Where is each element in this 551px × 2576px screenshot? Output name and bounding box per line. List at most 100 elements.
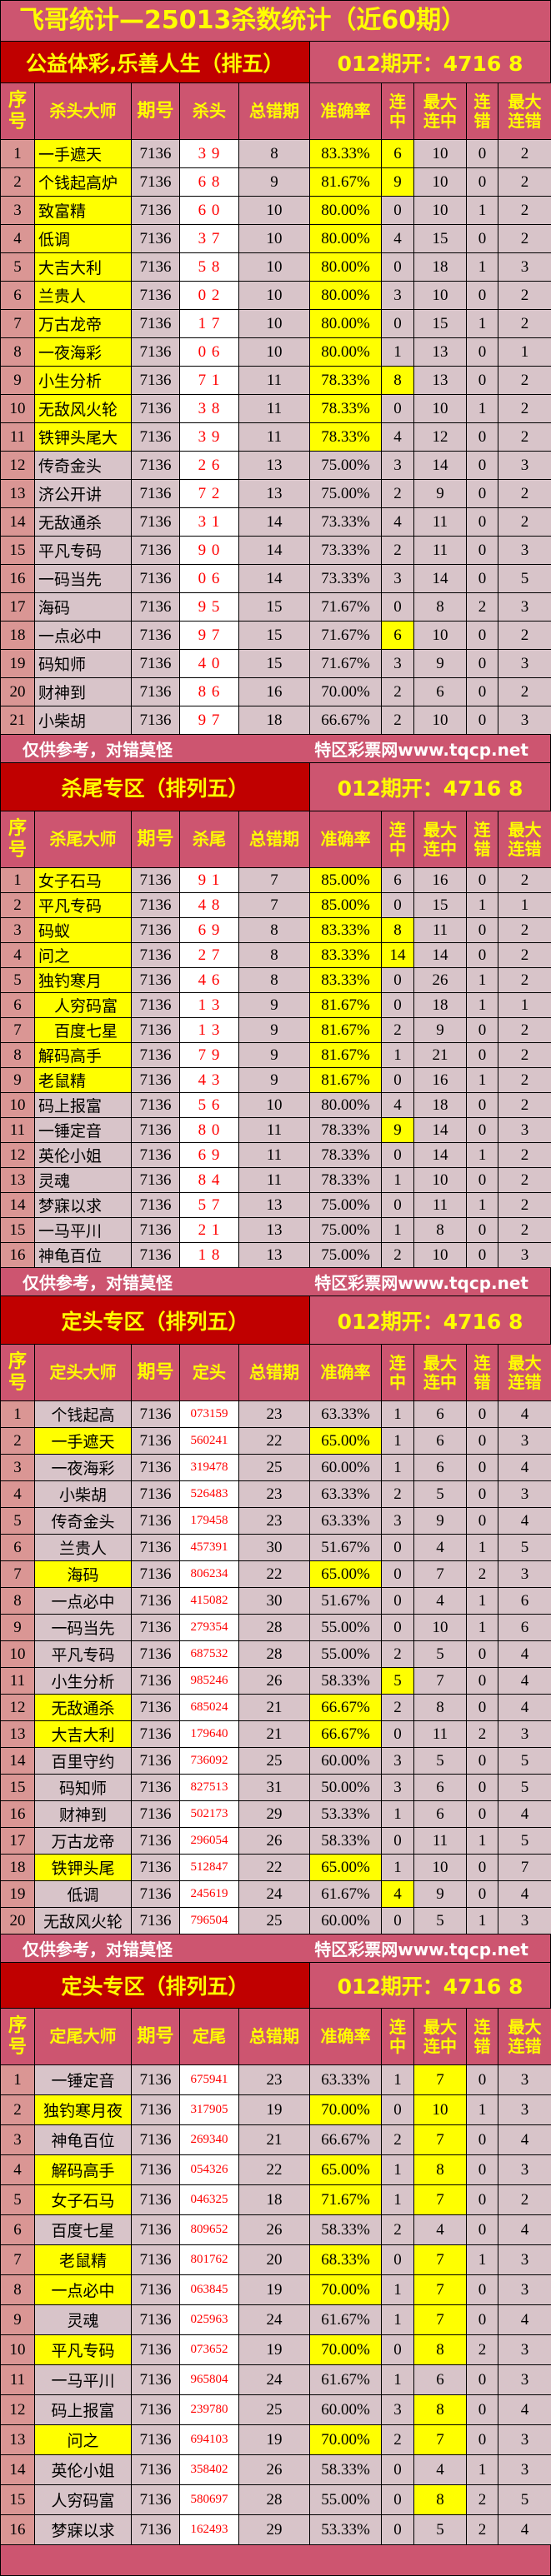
cell-total-errors: 15 [239, 622, 310, 650]
cell-win-streak: 1 [382, 1168, 414, 1193]
cell-win-streak: 4 [382, 225, 414, 253]
cell-miss-streak: 0 [467, 565, 498, 593]
column-header-total-errors: 总错期 [239, 1345, 310, 1401]
cell-max-miss-streak: 2 [498, 168, 551, 197]
cell-total-errors: 30 [239, 1535, 310, 1561]
cell-miss-streak: 1 [467, 1143, 498, 1168]
column-header-win-streak: 连中 [382, 83, 414, 140]
cell-max-miss-streak: 2 [498, 943, 551, 968]
cell-max-miss-streak: 2 [498, 225, 551, 253]
cell-period: 7136 [132, 565, 180, 593]
cell-master-name: 铁钾头尾 [35, 1855, 132, 1881]
cell-kill-number: 7 2 [180, 480, 239, 508]
cell-period: 7136 [132, 650, 180, 678]
column-header-period: 期号 [132, 83, 180, 140]
cell-max-win-streak: 9 [414, 1508, 467, 1535]
cell-period: 7136 [132, 2155, 180, 2185]
cell-master-name: 传奇金头 [35, 1508, 132, 1535]
cell-miss-streak: 0 [467, 1218, 498, 1243]
cell-period: 7136 [132, 1243, 180, 1268]
cell-total-errors: 11 [239, 1118, 310, 1143]
cell-index: 3 [1, 1455, 35, 1481]
cell-master-name: 女子石马 [35, 2185, 132, 2215]
cell-win-streak: 0 [382, 1615, 414, 1641]
cell-max-miss-streak: 2 [498, 1043, 551, 1068]
cell-kill-number: 8 4 [180, 1168, 239, 1193]
cell-max-win-streak: 7 [414, 2305, 467, 2335]
cell-index: 5 [1, 968, 35, 993]
cell-win-streak: 0 [382, 1828, 414, 1855]
cell-kill-number: 3 1 [180, 508, 239, 537]
section-banner: 定头专区（排列五） 012期开：4716 8 [0, 1296, 551, 1345]
cell-period: 7136 [132, 1588, 180, 1615]
cell-win-streak: 0 [382, 1068, 414, 1093]
cell-period: 7136 [132, 868, 180, 893]
cell-win-streak: 1 [382, 2065, 414, 2095]
cell-total-errors: 19 [239, 2425, 310, 2455]
cell-total-errors: 9 [239, 168, 310, 197]
cell-period: 7136 [132, 706, 180, 735]
cell-total-errors: 23 [239, 1401, 310, 1428]
cell-index: 15 [1, 2485, 35, 2515]
cell-total-errors: 21 [239, 1695, 310, 1721]
cell-win-streak: 3 [382, 1748, 414, 1775]
cell-index: 8 [1, 1043, 35, 1068]
cell-win-streak: 1 [382, 1218, 414, 1243]
cell-accuracy-rate: 55.00% [310, 1641, 382, 1668]
cell-accuracy-rate: 70.00% [310, 2275, 382, 2305]
cell-max-win-streak: 7 [414, 2125, 467, 2155]
cell-index: 13 [1, 1168, 35, 1193]
cell-period: 7136 [132, 2485, 180, 2515]
cell-max-win-streak: 10 [414, 140, 467, 168]
stats-table: 序号 定尾大师 期号 定尾 总错期 准确率 连中 最大连中 连错 最大连错 1 一锤定音 7136 675… [0, 2009, 551, 2545]
cell-master-name: 一锤定音 [35, 2065, 132, 2095]
cell-master-name: 一夜海彩 [35, 1455, 132, 1481]
cell-total-errors: 24 [239, 2305, 310, 2335]
cell-max-miss-streak: 3 [498, 2365, 551, 2395]
cell-index: 20 [1, 678, 35, 706]
cell-max-win-streak: 10 [414, 1168, 467, 1193]
cell-index: 15 [1, 537, 35, 565]
cell-max-miss-streak: 4 [498, 1508, 551, 1535]
cell-miss-streak: 0 [467, 2065, 498, 2095]
cell-win-streak: 0 [382, 253, 414, 282]
cell-max-miss-streak: 4 [498, 1801, 551, 1828]
cell-index: 11 [1, 1118, 35, 1143]
cell-miss-streak: 0 [467, 2125, 498, 2155]
column-header-index: 序号 [1, 1345, 35, 1401]
cell-kill-number: 4 0 [180, 650, 239, 678]
cell-kill-number: 580697 [180, 2485, 239, 2515]
cell-index: 10 [1, 1641, 35, 1668]
cell-period: 7136 [132, 1428, 180, 1455]
cell-accuracy-rate: 80.00% [310, 338, 382, 367]
cell-accuracy-rate: 81.67% [310, 993, 382, 1018]
cell-miss-streak: 2 [467, 2335, 498, 2365]
cell-miss-streak: 0 [467, 2425, 498, 2455]
cell-accuracy-rate: 63.33% [310, 1481, 382, 1508]
cell-master-name: 灵魂 [35, 1168, 132, 1193]
bottom-bar [0, 2545, 551, 2576]
cell-period: 7136 [132, 968, 180, 993]
cell-win-streak: 2 [382, 1641, 414, 1668]
cell-index: 12 [1, 452, 35, 480]
cell-max-miss-streak: 5 [498, 1828, 551, 1855]
cell-master-name: 一锤定音 [35, 1118, 132, 1143]
cell-max-win-streak: 10 [414, 1855, 467, 1881]
cell-max-win-streak: 9 [414, 1881, 467, 1908]
cell-miss-streak: 0 [467, 1428, 498, 1455]
cell-accuracy-rate: 80.00% [310, 1093, 382, 1118]
cell-total-errors: 25 [239, 1455, 310, 1481]
cell-max-miss-streak: 2 [498, 1068, 551, 1093]
cell-index: 11 [1, 2365, 35, 2395]
cell-win-streak: 6 [382, 622, 414, 650]
column-header-win-streak: 连中 [382, 1345, 414, 1401]
cell-accuracy-rate: 71.67% [310, 650, 382, 678]
cell-period: 7136 [132, 893, 180, 918]
cell-max-win-streak: 18 [414, 253, 467, 282]
cell-index: 2 [1, 893, 35, 918]
cell-max-miss-streak: 2 [498, 140, 551, 168]
cell-total-errors: 21 [239, 1721, 310, 1748]
cell-max-win-streak: 10 [414, 395, 467, 423]
cell-max-win-streak: 10 [414, 168, 467, 197]
cell-index: 4 [1, 1481, 35, 1508]
